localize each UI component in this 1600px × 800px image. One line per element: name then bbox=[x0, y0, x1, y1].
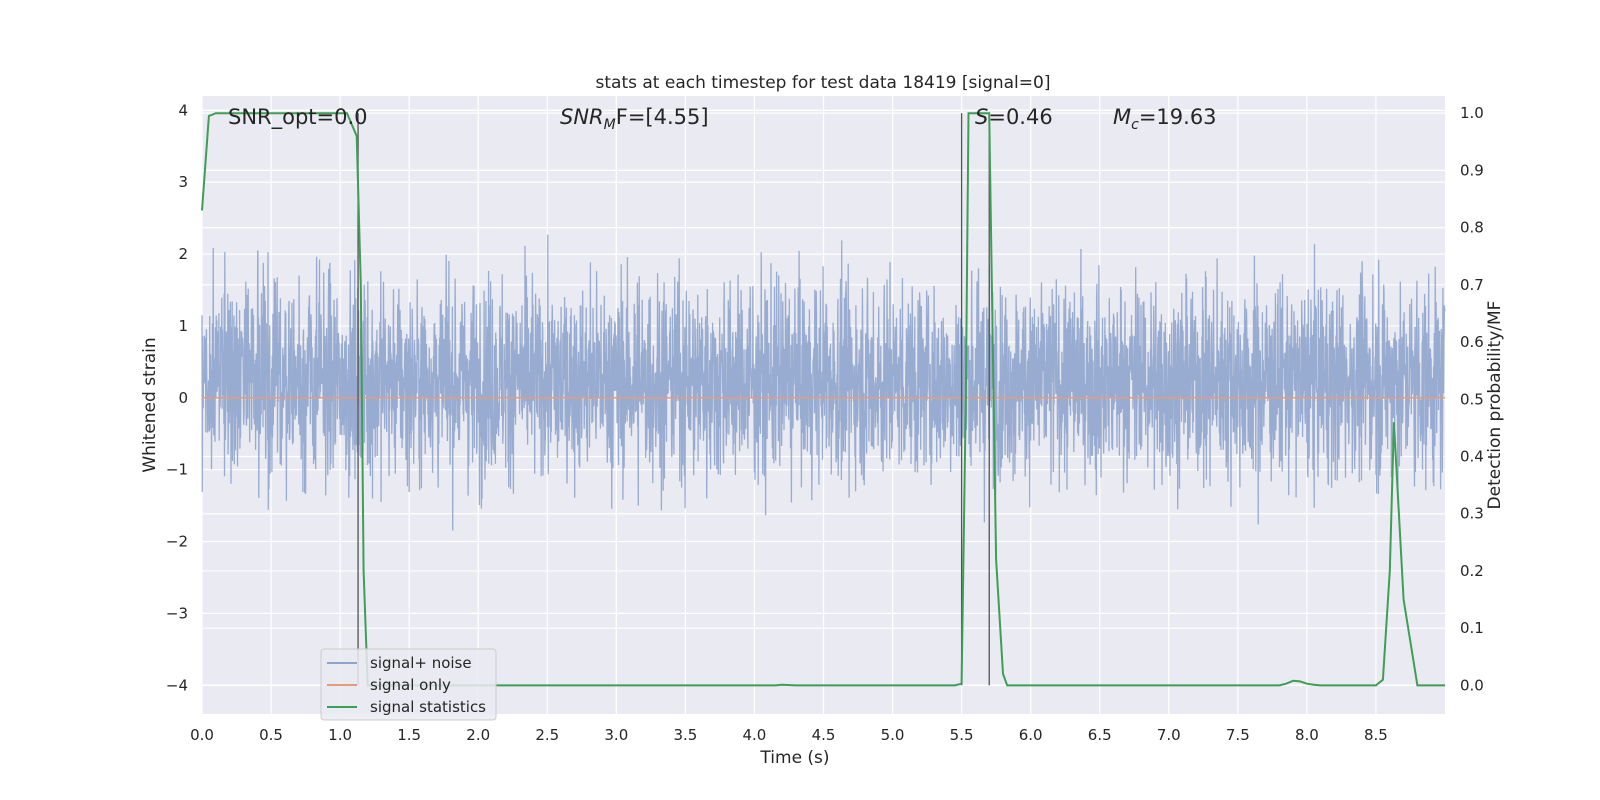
signal-statistics-series bbox=[201, 112, 1445, 687]
y-tick-label: −2 bbox=[166, 533, 188, 551]
y-right-tick-label: 0.0 bbox=[1460, 676, 1484, 694]
x-tick-label: 5.0 bbox=[881, 726, 905, 744]
y-right-tick-label: 0.5 bbox=[1460, 390, 1484, 408]
y-tick-label: −1 bbox=[166, 461, 188, 479]
x-tick-label: 8.5 bbox=[1364, 726, 1388, 744]
x-tick-label: 1.5 bbox=[397, 726, 421, 744]
grid bbox=[201, 96, 1445, 714]
annotation-snr-mf-rest: F=[4.55] bbox=[616, 105, 709, 129]
x-tick-label: 3.5 bbox=[673, 726, 697, 744]
legend: signal+ noise signal only signal statist… bbox=[320, 648, 497, 721]
x-tick-labels: 0.0 0.5 1.0 1.5 2.0 2.5 3.0 3.5 4.0 4.5 5.0 5.5 6.0 6… bbox=[190, 726, 1388, 744]
annotation-s-label: S bbox=[975, 105, 988, 129]
annotation-s-rest: =0.46 bbox=[988, 105, 1052, 129]
y-right-tick-label: 0.6 bbox=[1460, 333, 1484, 351]
y-right-tick-label: 0.1 bbox=[1460, 619, 1484, 637]
x-tick-label: 4.0 bbox=[743, 726, 767, 744]
x-tick-label: 6.0 bbox=[1019, 726, 1043, 744]
y-right-tick-label: 0.2 bbox=[1460, 562, 1484, 580]
y-tick-labels: −4 −3 −2 −1 0 1 2 3 4 bbox=[166, 101, 188, 694]
x-tick-label: 6.5 bbox=[1088, 726, 1112, 744]
x-axis-label: Time (s) bbox=[759, 748, 829, 768]
signal-statistics-line bbox=[201, 112, 1445, 687]
y-right-axis-label: Detection probability/MF bbox=[1485, 301, 1505, 510]
y-right-tick-label: 0.3 bbox=[1460, 505, 1484, 523]
x-tick-label: 0.0 bbox=[190, 726, 214, 744]
y-tick-label: 0 bbox=[178, 389, 188, 407]
y-tick-label: 2 bbox=[178, 245, 188, 263]
legend-box bbox=[320, 648, 497, 721]
x-tick-label: 5.5 bbox=[950, 726, 974, 744]
x-tick-label: 4.5 bbox=[812, 726, 836, 744]
y-right-tick-label: 0.4 bbox=[1460, 448, 1484, 466]
x-tick-label: 2.0 bbox=[466, 726, 490, 744]
y-tick-label: −3 bbox=[166, 604, 188, 622]
legend-item-signal-only: signal only bbox=[370, 676, 451, 694]
annotation-snr-mf-label: SNR bbox=[560, 105, 604, 129]
y-right-tick-label: 0.7 bbox=[1460, 276, 1484, 294]
legend-item-signal-statistics: signal statistics bbox=[370, 698, 486, 716]
legend-item-noise: signal+ noise bbox=[370, 654, 472, 672]
y-axis-label: Whitened strain bbox=[140, 337, 160, 472]
noise-series bbox=[201, 234, 1446, 531]
x-tick-label: 8.0 bbox=[1295, 726, 1319, 744]
y-tick-label: 3 bbox=[178, 173, 188, 191]
x-tick-label: 1.0 bbox=[328, 726, 352, 744]
annotation-mc-rest: =19.63 bbox=[1139, 105, 1217, 129]
annotation-snr-opt: SNR_opt=0.0 bbox=[228, 105, 368, 130]
annotation-mc-sub: c bbox=[1131, 117, 1139, 133]
chart-title: stats at each timestep for test data 184… bbox=[596, 73, 1051, 93]
x-tick-label: 2.5 bbox=[535, 726, 559, 744]
y-tick-label: 4 bbox=[178, 101, 188, 119]
y-tick-label: −4 bbox=[166, 676, 188, 694]
x-tick-label: 3.0 bbox=[604, 726, 628, 744]
x-tick-label: 0.5 bbox=[259, 726, 283, 744]
annotation-mc: Mc=19.63 bbox=[1113, 105, 1217, 133]
annotation-s: S=0.46 bbox=[975, 105, 1053, 129]
y-right-tick-labels: 0.0 0.1 0.2 0.3 0.4 0.5 0.6 0.7 0.8 0.9 1.0 bbox=[1460, 104, 1484, 694]
y-right-tick-label: 0.9 bbox=[1460, 161, 1484, 179]
annotation-snr-mf-sub: M bbox=[604, 117, 616, 133]
x-tick-label: 7.0 bbox=[1157, 726, 1181, 744]
y-tick-label: 1 bbox=[178, 317, 188, 335]
y-right-tick-label: 1.0 bbox=[1460, 104, 1484, 122]
annotation-snr-mf: SNRMF=[4.55] bbox=[560, 105, 709, 133]
annotation-mc-label: M bbox=[1113, 105, 1131, 129]
x-tick-label: 7.5 bbox=[1226, 726, 1250, 744]
y-right-tick-label: 0.8 bbox=[1460, 219, 1484, 237]
noise-line bbox=[201, 234, 1446, 531]
